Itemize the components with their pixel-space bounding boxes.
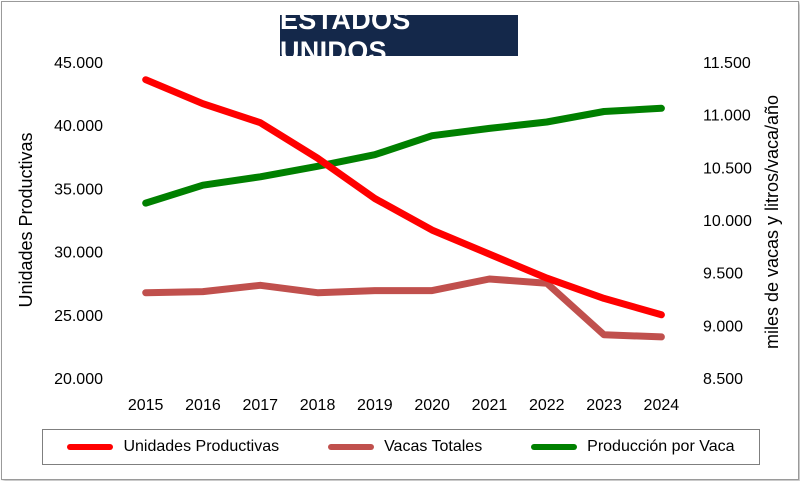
left-tick-label: 20.000: [54, 371, 103, 388]
x-tick-label: 2022: [529, 397, 565, 414]
legend-item-vacas: Vacas Totales: [328, 438, 482, 456]
legend: Unidades Productivas Vacas Totales Produ…: [42, 429, 760, 465]
right-axis-ticks: 11.500 11.000 10.500 10.000 9.500 9.000 8.500: [703, 55, 752, 388]
x-tick-label: 2019: [357, 397, 393, 414]
right-tick-label: 11.000: [703, 108, 751, 125]
right-tick-label: 10.500: [703, 160, 752, 177]
legend-swatch-vacas: [328, 444, 375, 450]
legend-swatch-unidades: [67, 444, 114, 450]
legend-swatch-produccion: [531, 444, 578, 450]
series-line-vacas-totales: [142, 275, 665, 341]
right-tick-label: 9.500: [703, 266, 743, 283]
right-axis-title: miles de vacas y litros/vaca/año: [762, 95, 782, 349]
right-tick-label: 8.500: [703, 371, 743, 388]
legend-item-produccion: Producción por Vaca: [531, 438, 735, 456]
left-axis-title: Unidades Productivas: [16, 132, 36, 307]
left-axis-ticks: 45.000 40.000 35.000 30.000 25.000 20.000: [54, 55, 103, 388]
x-tick-label: 2023: [586, 397, 622, 414]
series-line-producci-n-por-vaca: [142, 104, 665, 207]
right-tick-label: 10.000: [703, 213, 752, 230]
legend-label-vacas: Vacas Totales: [384, 438, 483, 455]
left-tick-label: 40.000: [54, 118, 103, 135]
left-tick-label: 35.000: [54, 181, 103, 198]
x-tick-label: 2020: [414, 397, 450, 414]
x-tick-label: 2024: [644, 397, 680, 414]
x-tick-label: 2015: [128, 397, 164, 414]
legend-label-produccion: Producción por Vaca: [587, 438, 735, 455]
right-tick-label: 11.500: [703, 55, 751, 72]
legend-label-unidades: Unidades Productivas: [123, 438, 280, 455]
x-tick-label: 2016: [185, 397, 221, 414]
series-lines: [142, 76, 665, 341]
left-tick-label: 30.000: [54, 245, 103, 262]
left-tick-label: 25.000: [54, 308, 103, 325]
left-tick-label: 45.000: [54, 55, 103, 72]
x-axis-ticks: 2015 2016 2017 2018 2019 2020 2021 2022 2023 2024: [128, 397, 679, 414]
series-line-unidades-productivas: [142, 76, 665, 319]
x-tick-label: 2021: [472, 397, 508, 414]
legend-item-unidades: Unidades Productivas: [67, 438, 279, 456]
right-tick-label: 9.000: [703, 318, 743, 335]
x-tick-label: 2018: [300, 397, 336, 414]
x-tick-label: 2017: [242, 397, 278, 414]
